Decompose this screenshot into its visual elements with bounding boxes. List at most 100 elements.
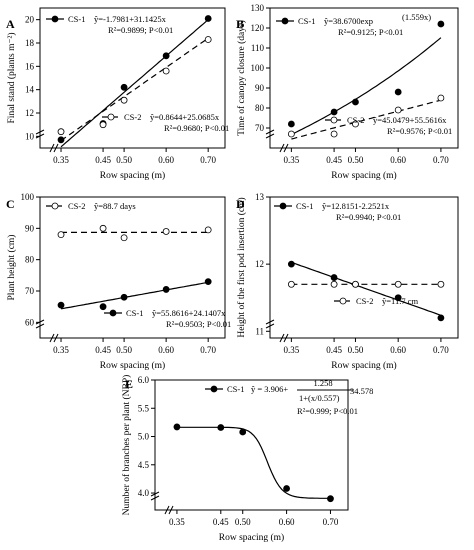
- x-tick-label: 0.35: [53, 155, 69, 165]
- x-tick-label: 0.60: [158, 155, 174, 165]
- data-point-cs-1: [217, 424, 225, 431]
- data-point-cs-1: [330, 274, 338, 281]
- x-tick-label: 0.70: [200, 345, 216, 355]
- y-tick-label: 120: [251, 23, 265, 33]
- data-point-cs-1: [437, 20, 445, 28]
- legend-series-name: CS-1: [296, 201, 313, 211]
- x-tick-label: 0.70: [200, 155, 216, 165]
- y-axis-label: Height of the first pod insertion (cm): [236, 197, 247, 337]
- legend-marker: [107, 113, 115, 121]
- y-tick-label: 130: [251, 3, 265, 13]
- x-axis-label: Row spacing (m): [219, 532, 284, 543]
- equation: ŷ=38.6700exp: [324, 16, 373, 26]
- data-point-cs-2: [162, 67, 170, 75]
- x-tick-label: 0.45: [213, 517, 229, 527]
- equation: ŷ=12.8151-2.2521x: [322, 201, 390, 211]
- data-point-cs-1: [57, 136, 65, 144]
- data-point-cs-2: [99, 224, 107, 232]
- plot-frame: [39, 196, 226, 339]
- x-tick-label: 0.45: [95, 345, 111, 355]
- y-axis-label: Final stand (plants m⁻²): [6, 33, 17, 124]
- equation-stats: R²=0.9125; P<0.01: [338, 27, 403, 37]
- data-point-cs-1: [204, 278, 212, 286]
- y-tick-label: 5.0: [138, 432, 150, 442]
- equation: ŷ=88.7 days: [94, 201, 136, 211]
- data-point-cs-1: [352, 98, 359, 106]
- y-tick-label: 100: [251, 63, 265, 73]
- x-tick-label: 0.45: [95, 155, 111, 165]
- equation-denominator: 1+(x/0.557): [299, 393, 340, 403]
- equation-stats: R²=0.9576; P<0.01: [387, 126, 452, 136]
- equation-superscript: (1.559x): [402, 12, 431, 22]
- fit-line-cs-1: [291, 261, 442, 316]
- chart-panel-d: D 0.35 0.45 0.50 0.60 0.70 11 12 13 Row spacing (…: [236, 192, 459, 371]
- equation-stats: R²=0.9503; P<0.01: [166, 319, 231, 329]
- legend-series-name: CS-1: [298, 16, 315, 26]
- legend-marker: [51, 15, 59, 23]
- data-point-cs-2: [394, 106, 402, 114]
- panel-letter: D: [236, 197, 245, 211]
- x-axis-label: Row spacing (m): [100, 360, 165, 371]
- equation-stats: R²=0.999; P<0.01: [297, 406, 358, 416]
- x-axis-label: Row spacing (m): [331, 170, 396, 181]
- y-tick-label: 13: [255, 192, 265, 202]
- y-tick-label: 80: [255, 103, 265, 113]
- data-point-cs-1: [330, 108, 338, 116]
- data-point-cs-1: [99, 303, 107, 311]
- x-tick-label: 0.50: [348, 155, 364, 165]
- y-tick-label: 12: [25, 108, 34, 118]
- equation-lead: ŷ = 3.906+: [251, 384, 288, 394]
- data-point-cs-1: [327, 495, 334, 503]
- x-tick-label: 0.45: [326, 155, 342, 165]
- data-point-cs-1: [162, 286, 170, 293]
- x-axis-break: [279, 143, 289, 153]
- data-point-cs-2: [57, 231, 65, 239]
- data-point-cs-2: [330, 280, 338, 288]
- y-tick-label: 80: [25, 255, 35, 265]
- x-tick-label: 0.60: [279, 517, 295, 527]
- legend-marker: [51, 202, 59, 210]
- equation: ŷ=45.0479+55.5616x: [373, 115, 447, 125]
- data-point-cs-2: [162, 228, 170, 235]
- data-point-cs-2: [120, 96, 128, 104]
- data-point-cs-2: [394, 280, 402, 288]
- y-tick-label: 12: [255, 259, 264, 269]
- legend-series-name: CS-1: [68, 14, 85, 24]
- equation: ŷ=-1.7981+31.1425x: [94, 14, 167, 24]
- panel-letter: A: [6, 17, 15, 31]
- x-tick-label: 0.60: [390, 155, 406, 165]
- data-point-cs-2: [120, 234, 128, 242]
- legend-marker: [210, 385, 218, 393]
- fit-line-cs-1: [60, 281, 209, 310]
- x-tick-label: 0.70: [323, 517, 339, 527]
- y-tick-label: 90: [25, 223, 35, 233]
- data-point-cs-1: [394, 294, 402, 302]
- x-tick-label: 0.35: [283, 345, 299, 355]
- panel-letter: C: [6, 197, 15, 211]
- fit-line-cs-1: [60, 19, 209, 148]
- y-tick-label: 16: [25, 61, 35, 71]
- x-axis-break: [49, 143, 59, 153]
- x-tick-label: 0.70: [433, 155, 449, 165]
- equation: ŷ=11.7 cm: [382, 296, 419, 306]
- data-point-cs-2: [437, 94, 445, 102]
- data-point-cs-1: [283, 485, 290, 492]
- data-point-cs-1: [287, 120, 295, 128]
- y-axis-break: [150, 491, 160, 501]
- x-tick-label: 0.70: [433, 345, 449, 355]
- legend-marker: [281, 17, 289, 25]
- plot-frame: [269, 196, 459, 339]
- y-axis-label: Plant height (cm): [6, 235, 17, 301]
- plot-frame: [39, 7, 226, 149]
- y-tick-label: 70: [25, 286, 35, 296]
- y-tick-label: 4.0: [138, 488, 150, 498]
- panel-letter: E: [125, 377, 133, 391]
- y-tick-label: 110: [251, 43, 265, 53]
- data-point-cs-2: [204, 36, 212, 43]
- legend-marker: [279, 202, 287, 210]
- legend-marker: [339, 297, 347, 305]
- y-tick-label: 70: [255, 123, 265, 133]
- y-tick-label: 5.5: [138, 403, 150, 413]
- chart-panel-c: C 0.35 0.45 0.50 0.60 0.70 60 70 80 90 100 Row spac…: [6, 192, 231, 371]
- data-point-cs-2: [330, 130, 338, 138]
